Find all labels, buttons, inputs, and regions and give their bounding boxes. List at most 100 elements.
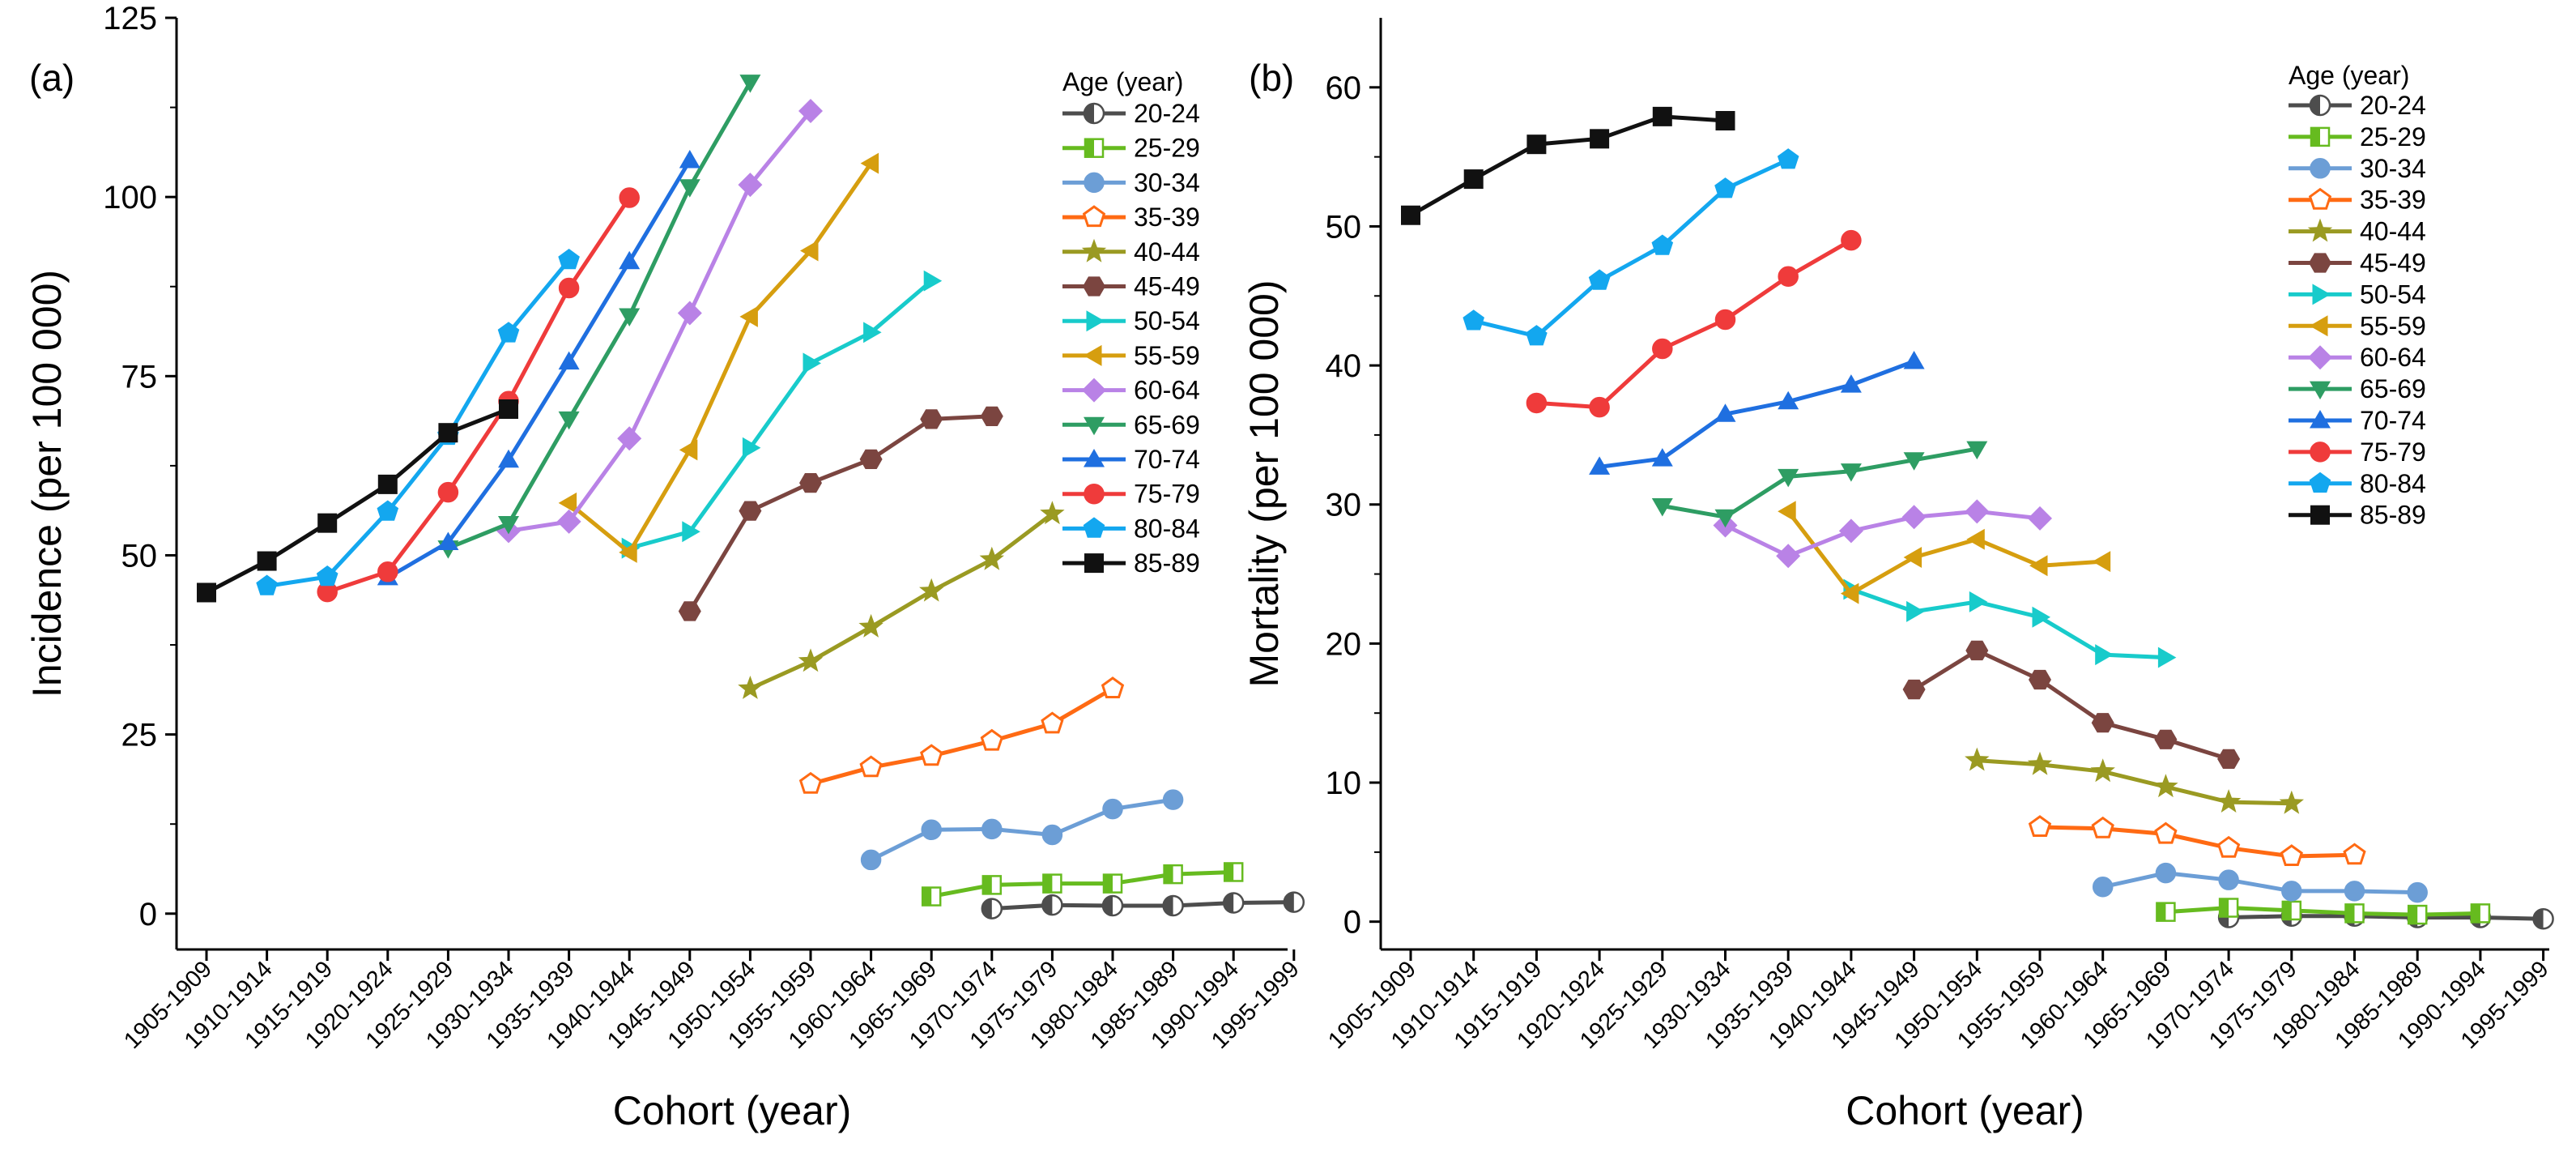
data-point	[803, 352, 821, 374]
data-point	[558, 277, 580, 299]
legend-marker	[1083, 276, 1105, 297]
legend-item: 80-84	[2289, 469, 2426, 498]
data-point	[619, 250, 641, 270]
data-point	[798, 99, 823, 123]
series-line	[568, 162, 873, 555]
data-point	[2027, 751, 2053, 775]
legend-marker	[2309, 94, 2331, 117]
series-line	[2102, 871, 2418, 895]
data-point	[498, 516, 519, 535]
series-line	[326, 196, 632, 594]
data-point	[1714, 403, 1736, 422]
data-point	[980, 406, 1003, 426]
data-point	[377, 474, 398, 494]
series-line	[1473, 157, 1790, 339]
series-55-59	[1778, 501, 2111, 604]
panel-label: (a)	[29, 57, 75, 99]
data-point	[2092, 551, 2111, 573]
data-point	[1526, 134, 1547, 155]
legend-item: 40-44	[2289, 217, 2426, 246]
legend-label: 45-49	[1134, 272, 1200, 301]
legend-item: 40-44	[1062, 237, 1200, 267]
legend-item: 75-79	[2289, 437, 2426, 467]
data-point	[1651, 498, 1673, 517]
data-point	[377, 500, 399, 521]
data-point	[742, 437, 761, 459]
legend-marker	[2310, 410, 2331, 429]
series-65-69	[1651, 441, 1988, 528]
data-point	[921, 886, 942, 907]
legend-label: 35-39	[2360, 186, 2426, 215]
legend-label: 60-64	[2360, 343, 2426, 372]
data-point	[2218, 898, 2239, 918]
legend-item: 25-29	[2289, 122, 2426, 151]
legend-marker	[1084, 483, 1105, 505]
data-point	[437, 481, 459, 503]
legend-item: 20-24	[1062, 99, 1200, 128]
legend-label: 85-89	[2360, 501, 2426, 530]
legend-marker	[2308, 345, 2332, 370]
legend-marker	[2307, 218, 2333, 242]
data-point	[1283, 891, 1305, 913]
legend-marker	[1084, 449, 1105, 467]
data-point	[2029, 669, 2051, 690]
data-point	[858, 613, 884, 638]
series-line	[447, 81, 752, 550]
data-point	[1588, 269, 1611, 290]
legend-marker	[2309, 471, 2331, 493]
series-45-49	[678, 406, 1003, 621]
data-point	[558, 249, 580, 270]
y-tick-label: 25	[121, 718, 158, 753]
data-point	[1222, 892, 1245, 914]
data-point	[1777, 148, 1799, 169]
legend-label: 75-79	[1134, 480, 1200, 509]
legend-marker	[1083, 102, 1105, 125]
data-point	[679, 439, 698, 461]
legend-marker	[2310, 381, 2331, 400]
data-point	[437, 531, 459, 550]
data-point	[1966, 441, 1988, 460]
data-point	[1401, 205, 1420, 225]
legend-item: 65-69	[1062, 410, 1200, 439]
data-point	[2028, 815, 2052, 837]
data-point	[498, 449, 519, 468]
series-line	[2165, 906, 2480, 917]
legend-item: 85-89	[1062, 548, 1200, 578]
series-75-79	[317, 187, 640, 603]
legend-label: 75-79	[2360, 437, 2426, 467]
legend-marker	[2310, 126, 2331, 147]
data-point	[1778, 468, 1799, 488]
data-point	[316, 565, 338, 587]
y-tick-label: 40	[1326, 348, 1362, 384]
data-point	[1652, 106, 1672, 126]
data-point	[859, 755, 883, 778]
data-point	[1840, 582, 1859, 604]
series-85-89	[1401, 106, 1735, 225]
series-50-54	[1843, 578, 2177, 668]
series-line	[508, 109, 812, 533]
legend-marker	[1084, 138, 1105, 158]
data-point	[1041, 824, 1063, 846]
y-tick-label: 0	[139, 897, 157, 932]
data-point	[738, 676, 763, 699]
data-point	[2028, 506, 2052, 531]
data-point	[921, 819, 942, 841]
legend-item: 60-64	[2289, 343, 2426, 372]
data-point	[1903, 452, 1925, 471]
series-line	[2229, 914, 2544, 921]
series-85-89	[197, 399, 518, 603]
legend-marker	[2310, 505, 2330, 525]
data-point	[1776, 544, 1801, 569]
y-tick-label: 50	[1326, 209, 1362, 245]
series-line	[930, 870, 1234, 898]
legend-label: 40-44	[2360, 217, 2426, 246]
legend-marker	[1084, 553, 1104, 574]
legend-label: 45-49	[2360, 249, 2426, 278]
data-point	[1838, 518, 1863, 544]
data-point	[558, 492, 577, 514]
series-25-29	[2156, 898, 2491, 925]
data-point	[556, 509, 581, 534]
series-line	[1786, 510, 2103, 596]
data-point	[2092, 877, 2114, 898]
